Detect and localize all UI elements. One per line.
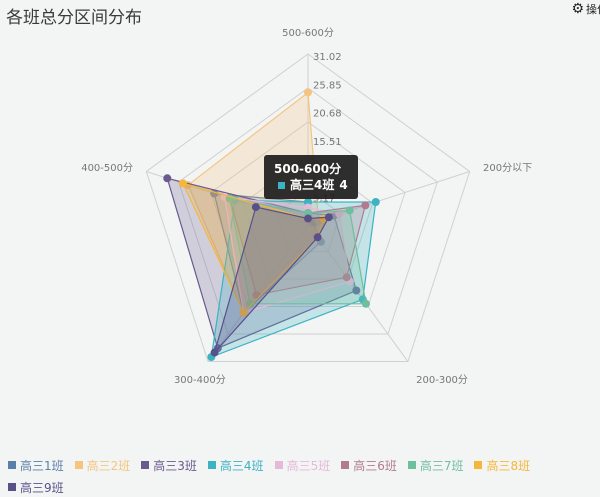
legend-label: 高三8班: [486, 458, 531, 473]
legend: 高三1班 高三2班 高三3班 高三4班 高三5班 高三6班 高三7班 高三8班高三9班: [8, 457, 588, 495]
indicator-label: 200-300分: [416, 374, 468, 386]
data-point: [251, 203, 260, 212]
legend-label: 高三6班: [353, 458, 397, 473]
legend-label: 高三4班: [219, 458, 264, 473]
indicator-label: 400-500分: [81, 162, 133, 174]
data-point: [342, 273, 351, 282]
data-point: [313, 233, 322, 242]
legend-swatch: [274, 461, 283, 469]
tick-label: 31.02: [313, 52, 342, 63]
toolbar-menu[interactable]: ⚙ 操作: [571, 1, 600, 17]
legend-swatch: [141, 461, 150, 469]
data-point: [352, 286, 361, 295]
indicator-label: 300-400分: [174, 374, 226, 386]
grid-ring: [210, 121, 406, 308]
tooltip: 500-600分 高三4班 4: [264, 155, 358, 199]
data-point: [304, 203, 312, 212]
legend-item[interactable]: 高三4班: [207, 457, 264, 473]
legend-swatch: [207, 461, 216, 469]
legend-swatch: [341, 461, 350, 469]
tooltip-value: 4: [339, 178, 348, 192]
legend-item[interactable]: 高三9班: [8, 479, 64, 495]
chart-title: 各班总分区间分布: [6, 8, 142, 28]
legend-label: 高三9班: [20, 480, 64, 495]
legend-swatch: [8, 461, 16, 469]
data-point: [304, 209, 312, 218]
data-point: [239, 308, 248, 317]
grid-ring: [178, 87, 438, 335]
data-point: [345, 206, 354, 215]
grid-ring: [242, 155, 374, 280]
data-point: [304, 198, 312, 207]
tooltip-header: 500-600分: [274, 162, 342, 176]
data-point: [335, 209, 344, 218]
data-point: [371, 197, 380, 206]
tick-label: 5.17: [313, 194, 335, 205]
tick-label: 20.68: [313, 109, 342, 120]
legend-item[interactable]: 高三8班: [474, 457, 530, 473]
data-point: [246, 299, 255, 308]
legend-item[interactable]: 高三2班: [74, 457, 131, 473]
legend-item[interactable]: 高三3班: [141, 457, 197, 473]
legend-swatch: [474, 461, 483, 469]
legend-label: 高三2班: [86, 458, 131, 473]
legend-swatch: [8, 483, 16, 491]
gear-icon: ⚙: [571, 1, 584, 17]
tooltip-series-name: 高三4班: [290, 178, 335, 192]
legend-swatch: [74, 461, 83, 469]
data-point: [178, 179, 187, 188]
indicator-label: 200分以下: [483, 162, 532, 174]
radar-chart: 31.0225.8520.6815.5110.345.17500-600分200…: [81, 27, 532, 386]
data-point: [163, 174, 172, 183]
legend-item[interactable]: 高三7班: [407, 457, 464, 473]
data-point: [304, 88, 312, 97]
tick-label: 15.51: [313, 137, 342, 148]
legend-label: 高三3班: [153, 458, 197, 473]
indicator-label: 500-600分: [282, 27, 334, 39]
legend-label: 高三5班: [286, 458, 331, 473]
grid-ring: [145, 53, 471, 363]
series-area: [229, 197, 367, 305]
legend-item[interactable]: 高三6班: [341, 457, 397, 473]
tooltip-row: 高三4班 4: [274, 177, 348, 193]
data-point: [361, 201, 370, 210]
legend-item[interactable]: 高三1班: [8, 457, 64, 473]
data-point: [324, 213, 333, 222]
legend-label: 高三7班: [419, 458, 464, 473]
data-point: [210, 348, 219, 357]
tooltip-series-marker: [278, 181, 285, 189]
toolbar-label: 操作: [586, 3, 600, 16]
tick-label: 25.85: [313, 80, 342, 91]
data-point: [361, 299, 370, 308]
data-point: [304, 214, 312, 223]
legend-item[interactable]: 高三5班: [274, 457, 331, 473]
legend-swatch: [407, 461, 416, 469]
legend-label: 高三1班: [20, 458, 64, 473]
